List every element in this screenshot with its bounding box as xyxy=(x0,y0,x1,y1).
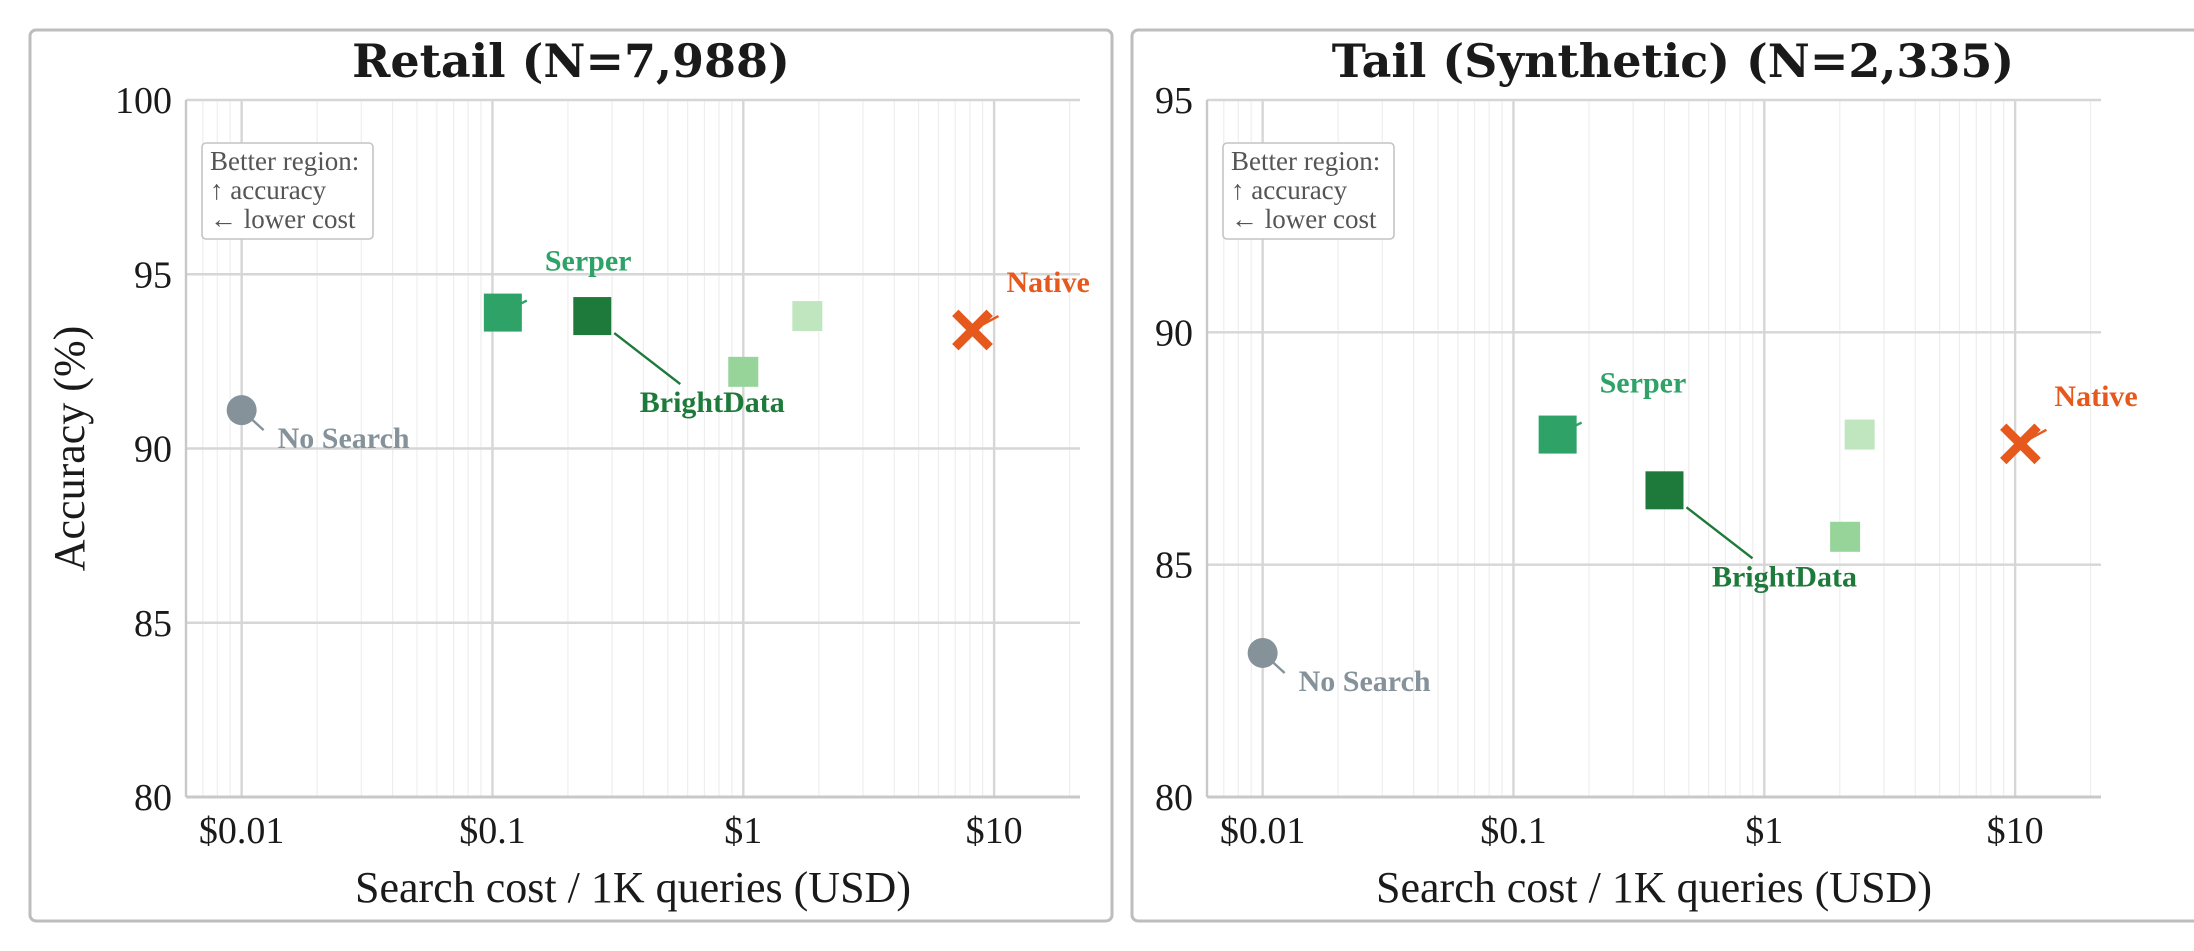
x-axis-label: Search cost / 1K queries (USD) xyxy=(355,863,911,912)
x-tick-label: $0.1 xyxy=(1480,810,1547,852)
note-box xyxy=(201,142,374,240)
point-marker-square xyxy=(1645,471,1684,510)
point-marker-square xyxy=(573,297,612,336)
point-label: Native xyxy=(1006,266,1089,299)
chart-panel-2: $0.01 $0.1 $1 $10 80 85 90 95 Tail (Synthetic) (… xyxy=(1130,28,2194,923)
y-tick-label: 90 xyxy=(1155,312,1193,354)
y-tick-label: 85 xyxy=(1155,545,1193,587)
note-line: ← lower cost xyxy=(1231,204,1377,234)
point-marker-circle xyxy=(226,395,257,426)
y-tick-label: 80 xyxy=(1155,777,1193,819)
better-region-note: Better region:↑ accuracy← lower cost xyxy=(1222,142,1395,240)
x-tick-label: $1 xyxy=(1745,810,1783,852)
x-tick-label: $0.01 xyxy=(1220,810,1306,852)
x-tick-label: $10 xyxy=(966,810,1023,852)
leader-line xyxy=(1685,506,1754,560)
point-marker-circle xyxy=(1247,637,1278,668)
data-point: BrightData xyxy=(1645,471,1857,593)
note-line: ↑ accuracy xyxy=(210,175,327,205)
chart-title: Tail (Synthetic) (N=2,335) xyxy=(1332,34,2014,88)
point-marker-square xyxy=(483,293,522,332)
note-line: ↑ accuracy xyxy=(1231,175,1348,205)
data-point: Serper xyxy=(483,245,632,332)
y-tick-label: 80 xyxy=(134,777,172,819)
data-point: Native xyxy=(952,266,1090,351)
y-tick-label: 85 xyxy=(134,603,172,645)
data-point xyxy=(728,356,759,387)
point-marker-square xyxy=(1844,419,1875,450)
x-tick-label: $1 xyxy=(724,810,762,852)
x-tick-label: $10 xyxy=(1987,810,2044,852)
note-line: Better region: xyxy=(210,146,359,176)
note-line: Better region: xyxy=(1231,146,1380,176)
x-axis-label: Search cost / 1K queries (USD) xyxy=(1376,863,1932,912)
point-marker-x xyxy=(2000,423,2041,465)
note-box xyxy=(1222,142,1395,240)
point-marker-x xyxy=(952,309,993,351)
point-marker-square xyxy=(792,301,823,332)
data-point: No Search xyxy=(1247,637,1431,698)
point-marker-square xyxy=(728,356,759,387)
y-tick-label: 95 xyxy=(134,254,172,296)
note-line: ← lower cost xyxy=(210,204,356,234)
data-point: Native xyxy=(2000,380,2138,465)
point-marker-square xyxy=(1830,521,1861,552)
chart-title: Retail (N=7,988) xyxy=(352,34,790,88)
point-label: No Search xyxy=(278,422,410,455)
panel-frame xyxy=(28,28,1114,923)
data-point: BrightData xyxy=(573,297,785,419)
chart-panel-1: $0.01 $0.1 $1 $10 80 85 90 95 100 Retail (N=7,988… xyxy=(28,28,1114,923)
data-point: Serper xyxy=(1538,367,1687,454)
x-tick-label: $0.01 xyxy=(199,810,285,852)
data-point: No Search xyxy=(226,395,410,455)
y-tick-label: 100 xyxy=(115,80,172,122)
data-point xyxy=(1844,419,1875,450)
x-tick-label: $0.1 xyxy=(459,810,526,852)
point-marker-square xyxy=(1538,415,1577,454)
y-tick-label: 90 xyxy=(134,429,172,471)
data-point xyxy=(1830,521,1861,552)
point-label: BrightData xyxy=(1712,560,1857,593)
y-axis-label: Accuracy (%) xyxy=(45,326,94,572)
point-label: Serper xyxy=(1600,367,1687,400)
data-point xyxy=(792,301,823,332)
leader-line xyxy=(613,332,682,386)
point-label: Native xyxy=(2054,380,2137,413)
point-label: BrightData xyxy=(640,386,785,419)
point-label: Serper xyxy=(545,245,632,278)
point-label: No Search xyxy=(1299,665,1431,698)
y-tick-label: 95 xyxy=(1155,80,1193,122)
better-region-note: Better region:↑ accuracy← lower cost xyxy=(201,142,374,240)
